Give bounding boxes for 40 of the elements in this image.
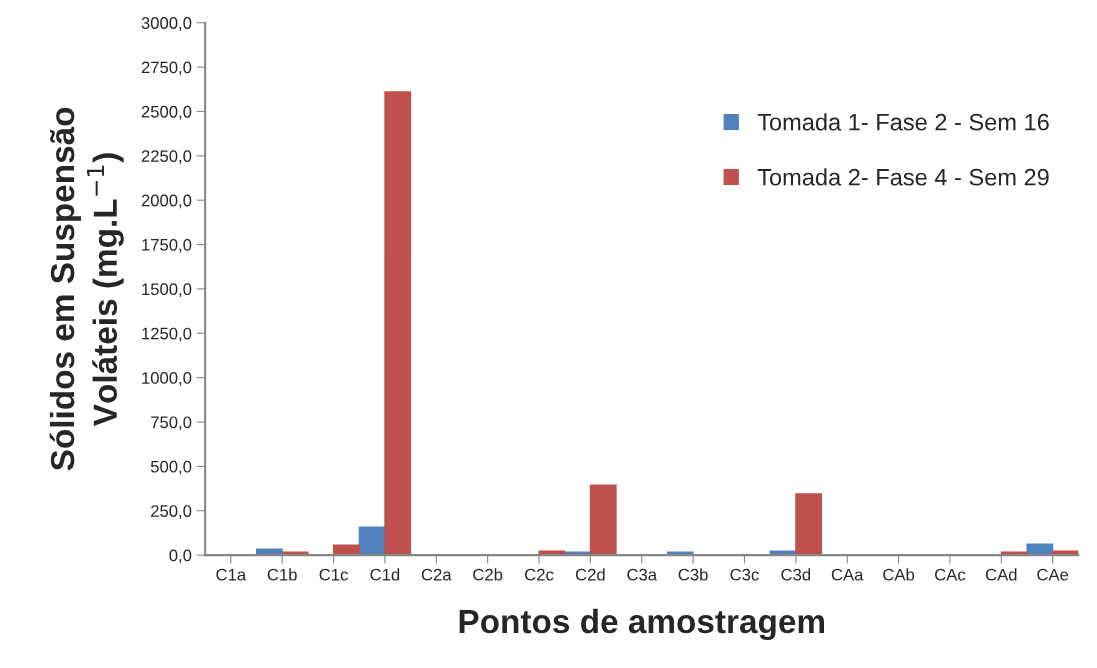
- y-tick-label: 2500,0: [141, 105, 192, 120]
- y-tick-label: 1750,0: [142, 238, 192, 253]
- y-tick-label: 1500,0: [142, 283, 192, 298]
- x-tick-label: CAb: [883, 568, 915, 581]
- x-tick-label: CAc: [935, 568, 966, 581]
- x-tick-label: C3b: [678, 568, 708, 581]
- x-tick-label: C2c: [525, 568, 554, 581]
- bar: [1026, 543, 1054, 556]
- x-tick-label: CAd: [985, 568, 1017, 581]
- bar: [589, 484, 617, 556]
- legend-label: Tomada 2- Fase 4 - Sem 29: [757, 168, 1049, 186]
- x-tick-label: C1b: [267, 568, 297, 581]
- y-axis-title: Sólidos em Suspensão Voláteis (mg.L$^{−1}$): [49, 107, 124, 471]
- x-tick-label: C3d: [781, 568, 811, 581]
- x-axis-title: Pontos de amostragem: [459, 608, 824, 641]
- x-tick-label: C1c: [319, 568, 348, 581]
- x-tick-label: C2d: [575, 568, 605, 581]
- bar: [255, 548, 283, 556]
- x-tick-label: C1a: [216, 568, 247, 581]
- y-tick-label: 1000,0: [142, 372, 192, 386]
- x-tick-label: C2b: [473, 568, 503, 581]
- y-tick-label: 250,0: [151, 505, 192, 519]
- y-tick-label: 500,0: [150, 460, 192, 475]
- y-tick-label: 0,0: [169, 549, 192, 564]
- y-tick-label: 3000,0: [141, 17, 192, 31]
- x-tick-label: C1d: [370, 568, 400, 581]
- bar: [795, 493, 823, 556]
- x-tick-label: C3a: [627, 568, 658, 581]
- x-tick-label: CAe: [1037, 568, 1069, 581]
- y-tick-label: 2000,0: [141, 194, 192, 209]
- bar: [384, 91, 412, 556]
- x-tick-label: C2a: [421, 568, 452, 581]
- x-tick-label: CAa: [831, 568, 864, 581]
- y-tick-label: 2750,0: [141, 61, 192, 76]
- bar: [358, 526, 386, 556]
- y-tick-label: 750,0: [151, 416, 192, 431]
- x-tick-label: C3c: [730, 568, 759, 581]
- y-tick-label: 2250,0: [141, 150, 192, 164]
- legend-label: Tomada 1- Fase 2 - Sem 16: [757, 113, 1049, 131]
- y-tick-label: 1250,0: [142, 327, 192, 342]
